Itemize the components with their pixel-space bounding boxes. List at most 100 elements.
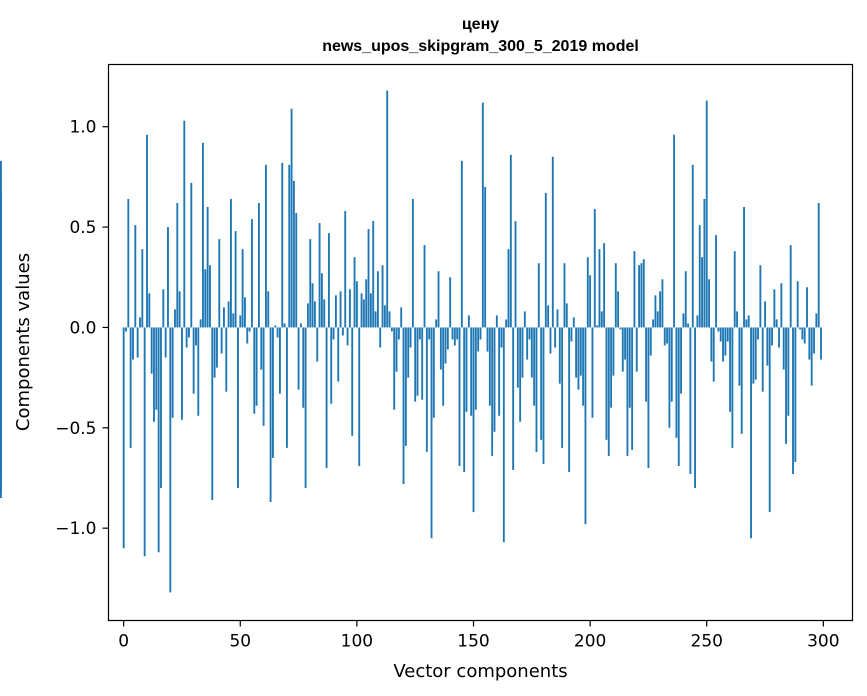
bar [269, 327, 272, 503]
bar [248, 327, 251, 332]
bar [523, 311, 526, 328]
bar [799, 327, 801, 330]
bar [216, 327, 218, 368]
y-axis-ticks: −1.0 −0.5 0.0 0.5 1.0 [55, 118, 109, 539]
bar [160, 327, 162, 489]
bar [146, 134, 148, 328]
bar [267, 291, 270, 328]
bar [605, 327, 608, 440]
y-tick-label: −1.0 [55, 519, 96, 539]
bar [663, 327, 666, 346]
bar [757, 327, 759, 340]
bar [610, 327, 613, 408]
bar [139, 317, 141, 328]
bar [743, 207, 745, 328]
bar [715, 235, 717, 328]
bar [540, 327, 543, 440]
bar [768, 327, 771, 513]
bar [507, 249, 510, 328]
bar [439, 327, 442, 370]
bar [388, 311, 391, 328]
bar [619, 327, 622, 330]
bar [223, 307, 225, 328]
bar [549, 327, 552, 354]
bar [430, 327, 433, 539]
bar [227, 301, 230, 328]
bar [668, 327, 671, 428]
bar [251, 219, 253, 328]
bar [813, 327, 815, 354]
x-tick-label: 200 [574, 632, 606, 652]
bar [810, 327, 813, 386]
bar [143, 327, 146, 557]
bar [241, 249, 244, 328]
bar [477, 327, 480, 352]
bar [694, 327, 697, 489]
x-tick-label: 50 [229, 632, 251, 652]
bar [456, 327, 459, 340]
bar [498, 327, 501, 416]
bar [288, 164, 291, 328]
bar [645, 327, 648, 402]
bar [185, 327, 188, 348]
bar [565, 303, 568, 328]
bar [188, 327, 190, 338]
bar [614, 263, 617, 328]
chart-title: цену [462, 16, 499, 33]
y-tick-label: −0.5 [55, 419, 96, 439]
y-tick-label: 0.0 [69, 318, 96, 338]
bar [712, 327, 715, 382]
bar [479, 327, 482, 340]
bar [600, 311, 603, 328]
bar [265, 164, 267, 328]
bar [390, 327, 393, 332]
bar [726, 327, 729, 342]
bar [318, 223, 321, 328]
bar [404, 327, 407, 446]
bar [820, 327, 822, 360]
bar [806, 287, 808, 328]
bar [136, 327, 139, 358]
bar [759, 265, 762, 328]
bar [304, 327, 307, 489]
bar [167, 227, 169, 328]
bar [710, 327, 713, 362]
bar [348, 289, 351, 328]
bar [689, 327, 692, 474]
bar [624, 327, 627, 360]
bar [484, 186, 487, 328]
bar [535, 327, 538, 452]
x-tick-label: 150 [457, 632, 489, 652]
bar [649, 327, 652, 356]
bar [577, 327, 580, 390]
bar [313, 301, 316, 328]
bar [171, 327, 174, 418]
bar [157, 327, 160, 553]
bar [638, 265, 641, 328]
bar [505, 319, 508, 328]
bar [766, 327, 769, 366]
bar [395, 327, 398, 372]
bar [752, 327, 755, 384]
bar [402, 327, 405, 485]
bar [626, 327, 629, 456]
bar [519, 327, 522, 422]
bar [745, 319, 748, 328]
bar [125, 327, 127, 332]
bar [444, 327, 447, 364]
bar [654, 295, 657, 328]
bar [575, 327, 578, 378]
bar [176, 203, 179, 328]
bar [337, 327, 340, 382]
bar [705, 100, 708, 328]
bar [393, 327, 396, 410]
bar [463, 327, 466, 472]
bar [789, 245, 792, 328]
bar [703, 198, 706, 328]
bar [276, 327, 279, 338]
plot-frame [107, 63, 854, 622]
bar [642, 259, 645, 328]
bar [521, 327, 524, 378]
bar [232, 313, 235, 328]
bar [687, 323, 690, 328]
